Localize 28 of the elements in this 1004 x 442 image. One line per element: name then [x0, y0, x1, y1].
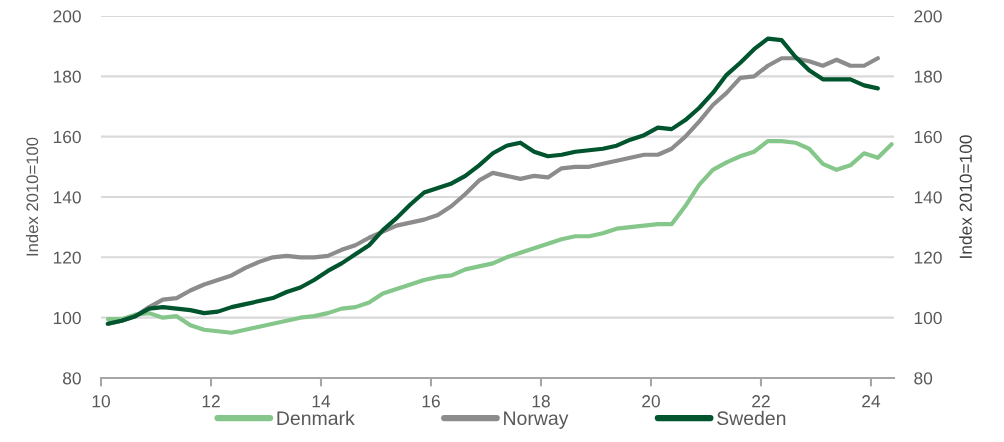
y-tick-label: 200	[53, 10, 81, 23]
x-tick-label: 14	[312, 395, 331, 408]
y2-tick-label: 80	[914, 372, 933, 385]
y2-tick-label: 180	[914, 70, 942, 83]
y-tick-label: 180	[53, 70, 81, 83]
x-tick-label: 18	[532, 395, 550, 408]
y-tick-label: 100	[53, 311, 81, 325]
y2-tick-label: 160	[914, 130, 942, 144]
y2-axis-title: Index 2010=100	[959, 135, 972, 258]
legend-label: Norway	[504, 411, 569, 429]
x-tick-label: 16	[422, 395, 440, 408]
legend-label: Denmark	[277, 410, 355, 426]
y2-tick-label: 120	[914, 251, 942, 264]
x-tick-label: 24	[862, 395, 881, 408]
y-tick-label: 160	[53, 130, 81, 144]
y-tick-label: 120	[53, 251, 81, 264]
y2-tick-label: 100	[914, 311, 942, 325]
y-tick-label: 140	[53, 191, 81, 204]
y-axis-title: Index 2010=100	[25, 137, 39, 256]
y2-tick-label: 200	[914, 10, 942, 23]
line-series	[105, 139, 894, 335]
y-tick-label: 80	[63, 372, 81, 385]
x-tick-label: 20	[642, 395, 660, 408]
y2-tick-label: 140	[914, 191, 942, 204]
legend-label: Sweden	[717, 410, 786, 426]
x-tick-label: 22	[752, 395, 770, 408]
x-tick-label: 12	[202, 395, 220, 408]
x-tick-label: 10	[92, 395, 110, 408]
